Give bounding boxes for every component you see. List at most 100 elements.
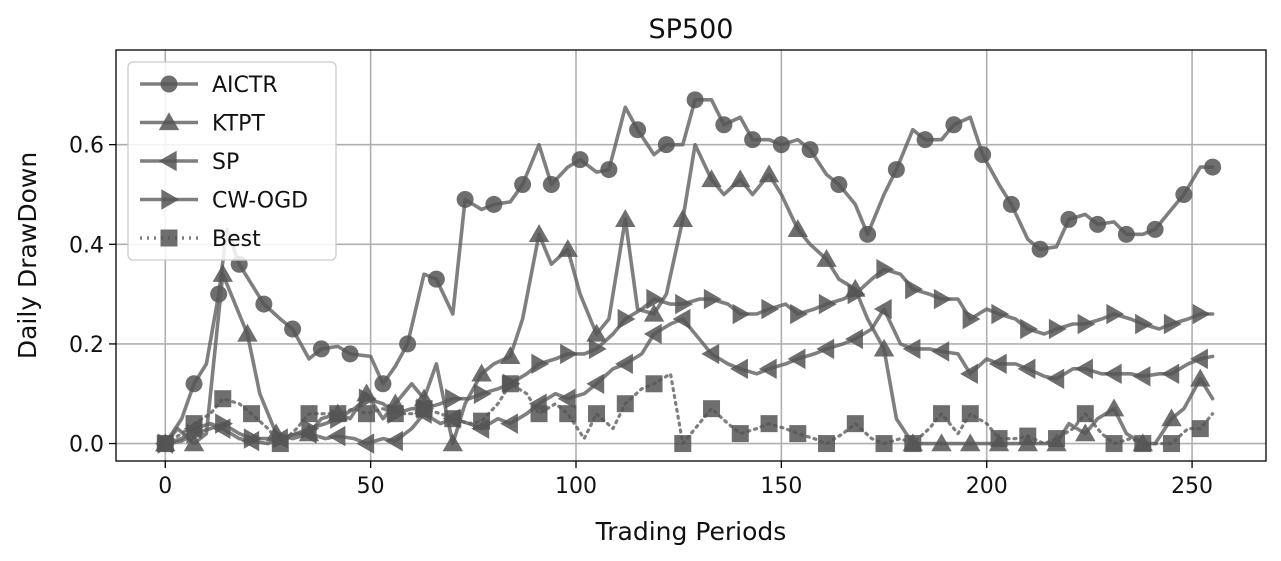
data-point [974, 146, 992, 164]
data-point [830, 176, 848, 194]
data-point [1161, 363, 1180, 385]
data-point [1135, 313, 1153, 335]
data-point [1191, 420, 1209, 438]
data-point [846, 415, 864, 433]
data-point [789, 425, 807, 443]
data-point [185, 415, 203, 433]
x-tick-label: 150 [760, 474, 802, 499]
legend-item: CW-OGD [140, 189, 308, 214]
data-point [1163, 435, 1181, 453]
data-point [215, 413, 233, 434]
legend-box [127, 61, 337, 261]
data-point [686, 91, 704, 109]
data-point [675, 293, 693, 315]
data-point [485, 195, 503, 213]
data-point [358, 405, 376, 423]
y-axis-label: Daily DrawDown [13, 152, 42, 359]
legend-label: Best [212, 227, 261, 252]
legend-marker [158, 112, 180, 131]
data-point [560, 343, 578, 365]
data-point [816, 249, 837, 267]
data-point [887, 161, 905, 179]
data-point [703, 288, 722, 310]
data-point [427, 270, 445, 288]
data-point [904, 435, 922, 453]
y-tick-label: 0.4 [69, 233, 104, 258]
data-point [500, 346, 521, 365]
data-point [588, 338, 607, 360]
data-point [616, 395, 634, 413]
data-point [185, 375, 203, 393]
data-point [1075, 358, 1093, 380]
plot-frame [115, 49, 1267, 462]
data-point [1192, 303, 1211, 325]
data-point [557, 239, 578, 257]
data-point [730, 358, 748, 380]
data-point [542, 176, 560, 194]
data-point [873, 338, 895, 357]
data-point [1132, 366, 1151, 387]
legend-marker [158, 150, 177, 172]
data-point [588, 405, 606, 423]
data-point [1175, 185, 1193, 203]
data-point [1103, 398, 1125, 417]
chart-title: SP500 [649, 14, 734, 45]
legend-item: SP [140, 150, 239, 175]
data-point [1190, 368, 1211, 387]
data-point [731, 425, 749, 443]
data-point [600, 161, 618, 179]
data-point [243, 428, 262, 449]
data-point [385, 430, 403, 452]
data-point [643, 303, 665, 322]
series-best [156, 372, 1215, 453]
tick-layer: 0 50 100 150 200 250 0.0 0.2 0.4 0.6 [69, 134, 1213, 499]
data-point [1117, 225, 1135, 243]
x-axis-label: Trading Periods [595, 517, 787, 546]
data-point [1046, 368, 1065, 389]
data-point [473, 412, 491, 430]
data-point [744, 131, 762, 149]
data-point [730, 169, 751, 188]
legend-label: AICTR [212, 73, 278, 98]
data-point [456, 190, 474, 208]
data-point [1134, 435, 1152, 453]
legend-item: KTPT [140, 112, 265, 137]
data-point [1190, 348, 1208, 370]
x-tick-label: 200 [966, 474, 1008, 499]
data-point [991, 303, 1010, 325]
legend-marker [160, 229, 178, 247]
data-point [818, 435, 836, 453]
legend: AICTR KTPT SP CW-OGD Best [127, 61, 337, 261]
data-point [933, 405, 951, 423]
data-point [312, 340, 330, 358]
data-point [960, 363, 978, 385]
data-point [1002, 195, 1020, 213]
data-point [358, 388, 377, 409]
data-point [931, 433, 952, 452]
data-point [787, 219, 808, 237]
data-point [473, 383, 492, 404]
legend-marker [161, 189, 180, 210]
data-point [787, 348, 806, 370]
data-point [1060, 210, 1078, 228]
data-point [818, 293, 837, 315]
data-point [329, 405, 347, 423]
data-point [557, 388, 576, 409]
data-point [847, 283, 866, 305]
data-point [990, 430, 1008, 448]
data-point [530, 405, 548, 423]
data-point [212, 263, 233, 282]
data-point [156, 435, 174, 453]
data-point [1106, 303, 1125, 325]
data-point [1048, 318, 1067, 340]
data-point [386, 405, 404, 423]
data-point [1031, 240, 1049, 258]
data-point [672, 308, 691, 330]
data-point [1163, 313, 1182, 335]
data-point [500, 413, 518, 434]
data-point [471, 363, 492, 382]
y-tick-label: 0.6 [69, 134, 104, 159]
data-point [732, 303, 751, 325]
data-point [1146, 220, 1164, 238]
data-point [1103, 363, 1122, 385]
